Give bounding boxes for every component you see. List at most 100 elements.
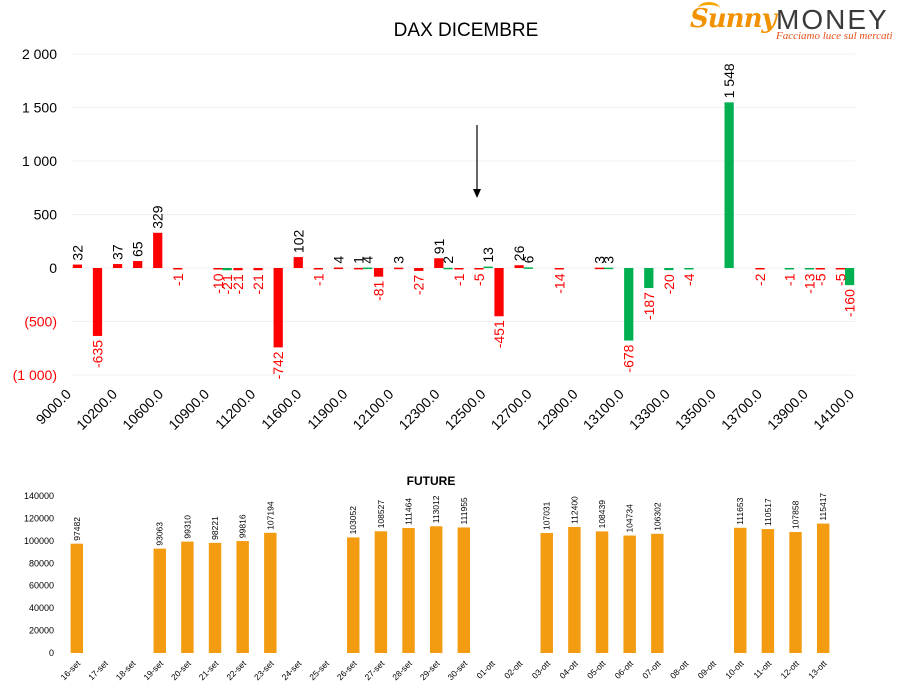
data-label: 110517: [763, 498, 773, 526]
data-label: -14: [551, 273, 567, 293]
data-label: 65: [130, 241, 146, 257]
sunny-money-logo: Sunny MONEY Facciamo luce sul mercati: [688, 2, 898, 44]
y-tick-label: 2 000: [22, 46, 57, 62]
x-tick-label: 12100.0: [349, 386, 396, 433]
bar: [153, 548, 166, 653]
x-tick-label: 17-set: [86, 658, 110, 682]
x-tick-label: 10200.0: [73, 386, 120, 433]
x-tick-label: 11200.0: [212, 386, 259, 433]
data-label: 108527: [376, 500, 386, 529]
data-label: -678: [621, 344, 637, 372]
bar: [347, 537, 360, 653]
future-chart: FUTURE 0 20000 40000 60000 80000 100000 120000…: [24, 474, 830, 682]
data-label: 3: [591, 256, 607, 264]
bar: [804, 268, 815, 270]
bar: [815, 268, 825, 270]
bar: [454, 268, 464, 270]
bar: [112, 264, 123, 268]
logo-sunny-text: Sunny: [690, 4, 777, 34]
bar: [374, 531, 388, 653]
data-label: -13: [801, 273, 817, 293]
bars: [72, 102, 855, 348]
bar: [70, 543, 84, 653]
data-label: -1: [781, 273, 797, 286]
bar: [554, 268, 564, 270]
x-tick-label: 11900.0: [304, 386, 351, 433]
x-tick-label: 12-ott: [778, 658, 801, 681]
data-label: -451: [491, 320, 507, 348]
data-label: -4: [681, 273, 697, 286]
bar: [494, 268, 504, 317]
bar: [523, 267, 533, 269]
bar: [624, 268, 634, 341]
x-tick-label: 13900.0: [764, 386, 811, 433]
x-tick-label: 13100.0: [580, 386, 627, 433]
y-tick-label: 60000: [29, 581, 54, 591]
bar: [208, 542, 222, 653]
bar: [789, 532, 802, 653]
data-label: 3: [391, 256, 407, 264]
y-axis: 0 20000 40000 60000 80000 100000 120000 140000: [24, 491, 54, 658]
data-label: 102: [290, 230, 306, 254]
bar: [604, 267, 614, 270]
x-tick-label: 21-set: [197, 658, 221, 682]
x-tick-label: 09-ott: [696, 658, 719, 681]
bar: [333, 267, 344, 270]
x-tick-label: 9000.0: [33, 386, 75, 428]
x-tick-label: 19-set: [141, 658, 165, 682]
data-label: 108439: [597, 500, 607, 529]
bar: [651, 533, 664, 653]
data-label: -5: [471, 273, 487, 286]
x-tick-label: 28-set: [390, 658, 414, 682]
bar: [474, 268, 484, 270]
bar: [784, 268, 794, 270]
bar: [353, 267, 364, 270]
data-label: 2: [440, 256, 456, 264]
data-label: 112400: [569, 496, 579, 524]
bar: [443, 267, 453, 270]
bar: [734, 527, 747, 653]
x-tick-label: 03-ott: [530, 658, 553, 681]
bar: [173, 268, 183, 270]
x-tick-label: 10600.0: [119, 386, 166, 433]
y-tick-label: (500): [24, 314, 57, 330]
bar: [264, 532, 277, 653]
data-label: 4: [330, 256, 346, 264]
bar: [594, 267, 605, 270]
bar: [684, 268, 694, 270]
bar: [835, 268, 845, 270]
data-label: -5: [812, 273, 828, 286]
data-label: -1: [310, 273, 326, 286]
x-tick-label: 10-ott: [723, 658, 746, 681]
x-tick-label: 12300.0: [395, 386, 442, 433]
bar: [363, 267, 373, 270]
x-tick-label: 12700.0: [488, 386, 535, 433]
logo-tagline: Facciamo luce sul mercati: [776, 30, 893, 42]
data-label: 97482: [72, 517, 82, 541]
y-tick-label: 140000: [24, 491, 54, 501]
data-label: -21: [230, 274, 246, 294]
x-tick-label: 13-ott: [806, 658, 829, 681]
bar: [133, 261, 143, 268]
data-label: 111464: [404, 498, 414, 525]
bar: [429, 526, 443, 653]
data-label: 103052: [348, 506, 358, 535]
data-label: 1 548: [721, 63, 737, 98]
bar: [664, 268, 674, 271]
bar: [457, 527, 471, 653]
data-label: 104734: [625, 504, 635, 533]
data-label: 91: [431, 238, 447, 254]
bar: [483, 266, 493, 269]
data-label: -27: [411, 275, 427, 295]
bar: [514, 265, 524, 268]
y-tick-label: (1 000): [13, 367, 57, 383]
x-tick-label: 12500.0: [442, 386, 489, 433]
data-label: -160: [842, 289, 858, 317]
x-tick-label: 13300.0: [626, 386, 673, 433]
y-tick-label: 40000: [29, 603, 54, 613]
data-label: -1: [451, 273, 467, 286]
x-tick-label: 11600.0: [258, 386, 305, 433]
x-tick-label: 29-set: [418, 658, 442, 682]
bar: [816, 523, 830, 653]
grid: [72, 53, 855, 376]
